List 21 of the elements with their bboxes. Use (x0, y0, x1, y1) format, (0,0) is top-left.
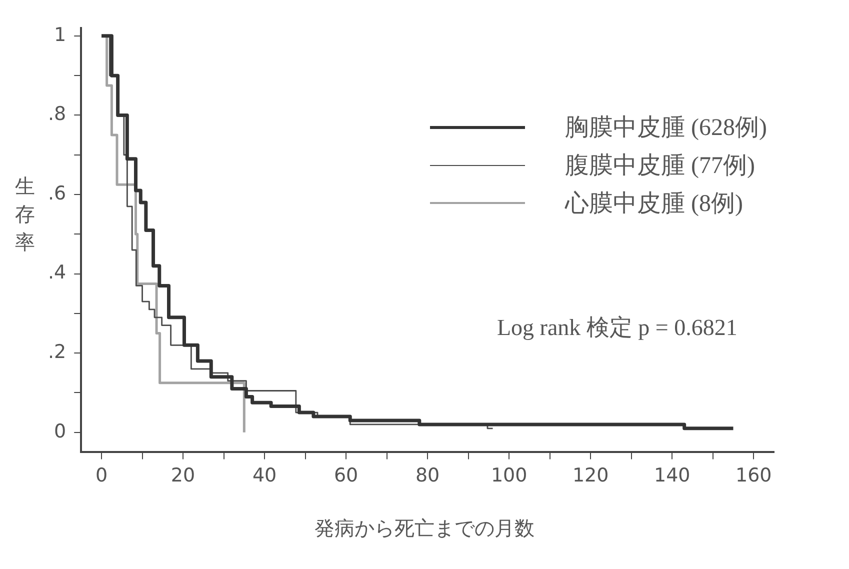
x-axis-title: 発病から死亡までの月数 (314, 515, 536, 542)
y-axis-title: 生存率 (14, 173, 36, 256)
x-tick-label: 60 (334, 464, 358, 487)
y-tick-label: .6 (48, 182, 66, 204)
legend-label: 腹膜中皮腫 (77例) (565, 152, 755, 181)
annotation: Log rank 検定 p = 0.6821 (497, 314, 738, 342)
y-tick-label: .2 (48, 341, 66, 364)
x-tick-label: 40 (252, 464, 277, 487)
x-tick-label: 0 (95, 464, 108, 487)
y-tick-label: 1 (54, 24, 66, 46)
legend-label: 胸膜中皮腫 (628例) (565, 114, 767, 143)
x-tick-label: 100 (490, 464, 528, 487)
x-tick-label: 80 (415, 464, 440, 487)
y-tick-label: 0 (54, 420, 66, 442)
x-tick-label: 20 (170, 464, 196, 487)
x-tick-label: 160 (735, 464, 772, 487)
x-tick-label: 120 (572, 464, 609, 487)
x-tick-label: 140 (654, 464, 690, 487)
y-tick-label: .4 (48, 262, 66, 284)
y-tick-label: .8 (48, 103, 66, 126)
legend-label: 心膜中皮腫 (8例) (565, 190, 743, 219)
